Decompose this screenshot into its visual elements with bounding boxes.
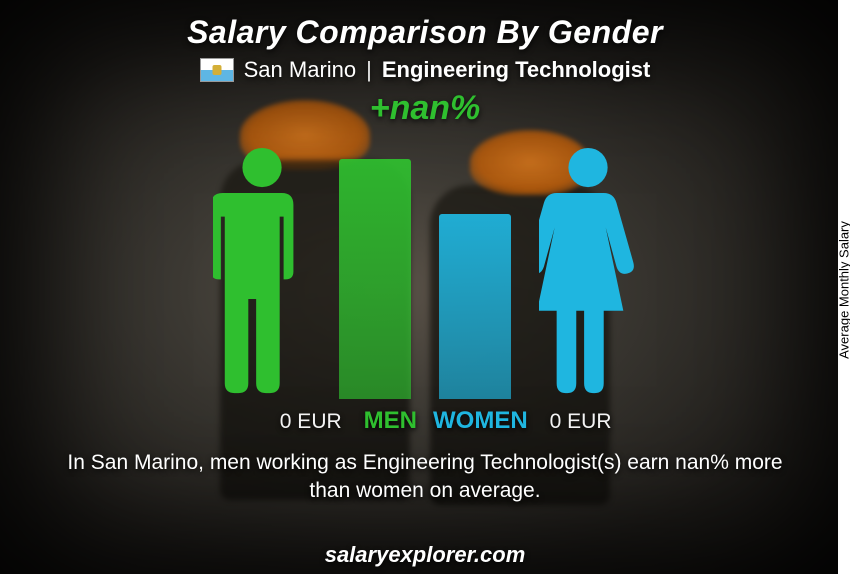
infographic-content: Salary Comparison By Gender San Marino |… bbox=[0, 0, 850, 580]
page-title: Salary Comparison By Gender bbox=[187, 14, 663, 51]
women-value: 0 EUR bbox=[550, 410, 612, 434]
men-label: MEN bbox=[364, 407, 417, 435]
women-label: WOMEN bbox=[433, 407, 528, 435]
woman-icon bbox=[539, 144, 637, 399]
men-bar-col bbox=[339, 159, 411, 399]
percent-diff-label: +nan% bbox=[370, 89, 481, 128]
footer-credit: salaryexplorer.com bbox=[0, 542, 850, 568]
women-bar-col bbox=[439, 214, 511, 399]
gender-chart: +nan% bbox=[145, 89, 705, 399]
men-bar bbox=[339, 159, 411, 399]
man-icon bbox=[213, 144, 311, 399]
subtitle-row: San Marino | Engineering Technologist bbox=[200, 57, 651, 83]
men-value: 0 EUR bbox=[280, 410, 342, 434]
women-icon-col bbox=[539, 144, 637, 399]
women-label-group: WOMEN 0 EUR bbox=[425, 407, 705, 435]
men-label-group: 0 EUR MEN bbox=[145, 407, 425, 435]
flag-icon bbox=[200, 58, 234, 82]
description-text: In San Marino, men working as Engineerin… bbox=[45, 449, 805, 506]
separator: | bbox=[366, 57, 372, 83]
country-label: San Marino bbox=[244, 57, 357, 83]
role-label: Engineering Technologist bbox=[382, 57, 651, 83]
women-bar bbox=[439, 214, 511, 399]
men-icon-col bbox=[213, 144, 311, 399]
chart-labels-row: 0 EUR MEN WOMEN 0 EUR bbox=[145, 407, 705, 435]
